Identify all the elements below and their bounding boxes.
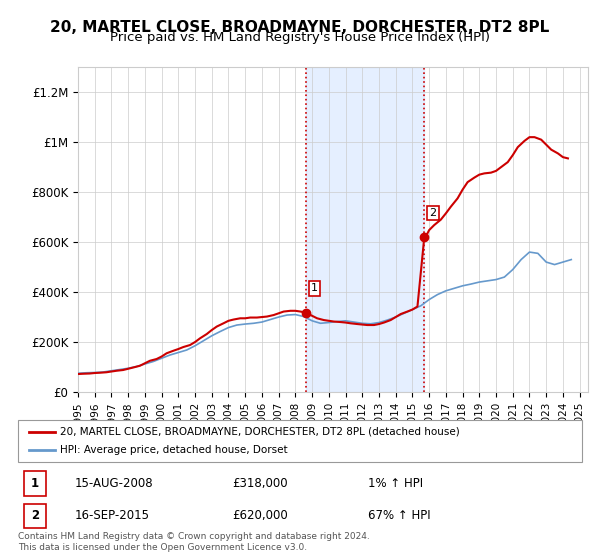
- Text: Contains HM Land Registry data © Crown copyright and database right 2024.
This d: Contains HM Land Registry data © Crown c…: [18, 532, 370, 552]
- Text: 1: 1: [31, 477, 39, 490]
- Text: £318,000: £318,000: [232, 477, 288, 490]
- FancyBboxPatch shape: [18, 420, 582, 462]
- Text: 67% ↑ HPI: 67% ↑ HPI: [368, 510, 430, 522]
- Text: 1% ↑ HPI: 1% ↑ HPI: [368, 477, 423, 490]
- FancyBboxPatch shape: [23, 504, 46, 528]
- Text: HPI: Average price, detached house, Dorset: HPI: Average price, detached house, Dors…: [60, 445, 288, 455]
- Bar: [306, 67, 424, 392]
- Text: 2: 2: [31, 510, 39, 522]
- Text: 16-SEP-2015: 16-SEP-2015: [74, 510, 149, 522]
- Text: 2: 2: [430, 208, 436, 218]
- Text: 20, MARTEL CLOSE, BROADMAYNE, DORCHESTER, DT2 8PL: 20, MARTEL CLOSE, BROADMAYNE, DORCHESTER…: [50, 20, 550, 35]
- Text: 20, MARTEL CLOSE, BROADMAYNE, DORCHESTER, DT2 8PL (detached house): 20, MARTEL CLOSE, BROADMAYNE, DORCHESTER…: [60, 427, 460, 437]
- Text: 1: 1: [311, 283, 318, 293]
- Text: £620,000: £620,000: [232, 510, 288, 522]
- Text: Price paid vs. HM Land Registry's House Price Index (HPI): Price paid vs. HM Land Registry's House …: [110, 31, 490, 44]
- FancyBboxPatch shape: [23, 472, 46, 496]
- Text: 15-AUG-2008: 15-AUG-2008: [74, 477, 153, 490]
